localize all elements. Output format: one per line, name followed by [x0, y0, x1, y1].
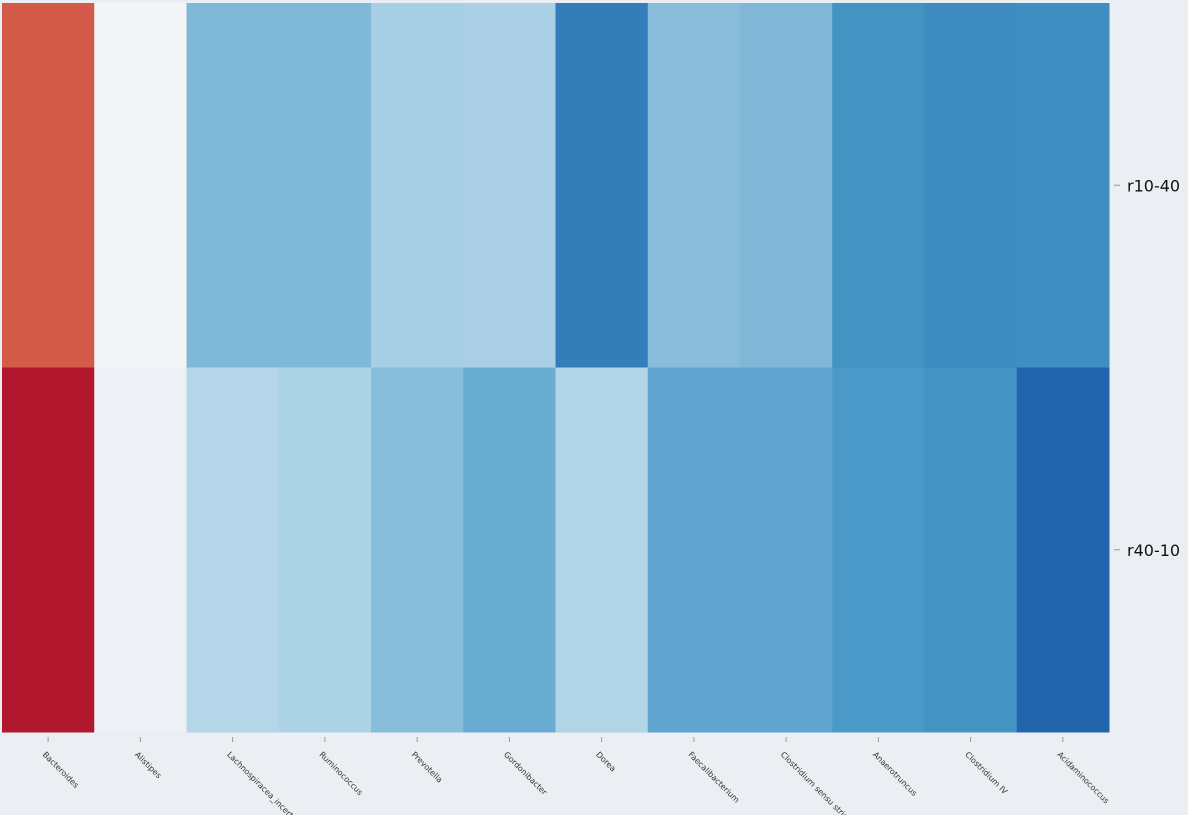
- heatmap-cell: [463, 3, 556, 368]
- heatmap-cell: [740, 367, 833, 733]
- heatmap-cell: [278, 367, 372, 733]
- heatmap-cell: [1016, 367, 1110, 733]
- heatmap-cell: [924, 367, 1018, 733]
- y-tick-label: r10-40: [1127, 176, 1180, 195]
- x-tick-label: Faecalibacterium: [686, 750, 741, 805]
- x-tick-label: Ruminococcus: [317, 750, 364, 797]
- heatmap-cell: [647, 367, 741, 733]
- heatmap-cell: [2, 3, 95, 368]
- x-tick-label: Bacteroides: [41, 750, 81, 790]
- heatmap-cell: [832, 3, 925, 368]
- heatmap-cell: [186, 3, 280, 368]
- x-tick-label: Anaerotruncus: [871, 750, 919, 798]
- heatmap-cell: [371, 3, 464, 368]
- y-tick-label: r40-10: [1127, 541, 1180, 560]
- x-tick-label: Clostridium IV: [963, 750, 1009, 796]
- heatmap-cell: [186, 367, 280, 733]
- heatmap-cell: [371, 367, 464, 733]
- x-tick-label: Acidaminococcus: [1055, 750, 1110, 805]
- heatmap-cell: [555, 3, 649, 368]
- x-tick-label: Prevotella: [410, 750, 445, 785]
- heatmap-cell: [2, 367, 95, 733]
- x-tick-label: Dorea: [594, 750, 617, 773]
- heatmap-cell: [94, 3, 187, 368]
- heatmap-cell: [463, 367, 556, 733]
- x-tick-label: Lachnospiracea_incertae_sedis: [225, 750, 319, 815]
- heatmap-cell: [924, 3, 1018, 368]
- heatmap-cell: [94, 367, 187, 733]
- heatmap-cell: [1016, 3, 1110, 368]
- heatmap-cell: [740, 3, 833, 368]
- heatmap-cell: [832, 367, 925, 733]
- x-tick-label: Alistipes: [133, 750, 163, 780]
- heatmap-cell: [278, 3, 372, 368]
- x-tick-label: Gordonibacter: [502, 750, 549, 797]
- x-tick-label: Clostridium sensu stricto: [779, 750, 856, 815]
- heatmap-cell: [555, 367, 649, 733]
- heatmap-cell: [647, 3, 741, 368]
